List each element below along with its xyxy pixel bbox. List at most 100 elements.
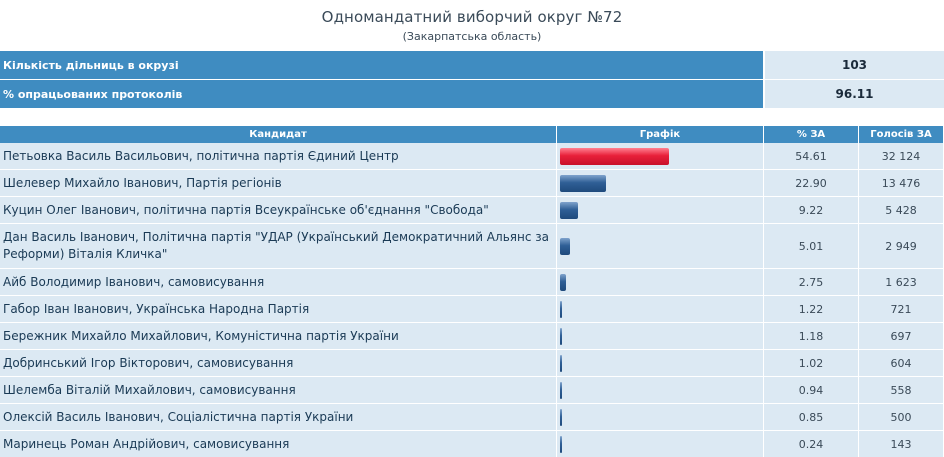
vote-bar bbox=[560, 174, 606, 192]
summary-row: Кількість дільниць в окрузі 103 bbox=[0, 51, 944, 80]
votes-cell: 697 bbox=[859, 323, 944, 350]
graph-cell bbox=[557, 143, 764, 170]
candidate-cell: Бережник Михайло Михайлович, Комуністичн… bbox=[0, 323, 557, 350]
results-header-row: Кандидат Графік % ЗА Голосів ЗА bbox=[0, 126, 944, 143]
candidate-row: Шелевер Михайло Іванович, Партія регіоні… bbox=[0, 170, 944, 197]
vote-bar bbox=[560, 381, 562, 399]
summary-value: 96.11 bbox=[763, 80, 944, 109]
percent-cell: 54.61 bbox=[764, 143, 859, 170]
candidate-party: , політична партія Єдиний Центр bbox=[188, 148, 399, 163]
candidate-row: Куцин Олег Іванович, політична партія Вс… bbox=[0, 197, 944, 224]
candidate-name: Айб Володимир Іванович bbox=[3, 274, 161, 289]
candidate-party: , Українська Народна Партія bbox=[128, 301, 310, 316]
candidate-party: , Комуністична партія України bbox=[207, 328, 399, 343]
candidate-row: Бережник Михайло Михайлович, Комуністичн… bbox=[0, 323, 944, 350]
candidate-name: Габор Іван Іванович bbox=[3, 301, 129, 316]
vote-bar bbox=[560, 201, 578, 219]
summary-value: 103 bbox=[763, 51, 944, 80]
candidate-name: Добринський Ігор Вікторович bbox=[3, 355, 190, 370]
votes-cell: 1 623 bbox=[859, 269, 944, 296]
percent-cell: 0.24 bbox=[764, 431, 859, 457]
percent-cell: 1.22 bbox=[764, 296, 859, 323]
votes-cell: 2 949 bbox=[859, 224, 944, 269]
candidate-cell: Куцин Олег Іванович, політична партія Вс… bbox=[0, 197, 557, 224]
vote-bar bbox=[560, 354, 562, 372]
votes-cell: 500 bbox=[859, 404, 944, 431]
candidate-row: Габор Іван Іванович, Українська Народна … bbox=[0, 296, 944, 323]
candidate-party: , самовисування bbox=[160, 274, 265, 289]
candidate-name: Бережник Михайло Михайлович bbox=[3, 328, 208, 343]
candidate-name: Куцин Олег Іванович bbox=[3, 202, 136, 217]
percent-cell: 0.85 bbox=[764, 404, 859, 431]
candidate-cell: Дан Василь Іванович, Політична партія "У… bbox=[0, 224, 557, 269]
summary-table: Кількість дільниць в окрузі 103% опрацьов… bbox=[0, 51, 944, 109]
page-subtitle: (Закарпатська область) bbox=[402, 30, 542, 43]
vote-bar bbox=[560, 327, 562, 345]
summary-row: % опрацьованих протоколів 96.11 bbox=[0, 80, 944, 109]
candidate-cell: Маринець Роман Андрійович, самовисування bbox=[0, 431, 557, 457]
column-header-graph: Графік bbox=[557, 126, 764, 143]
candidate-cell: Айб Володимир Іванович, самовисування bbox=[0, 269, 557, 296]
graph-cell bbox=[557, 350, 764, 377]
candidate-party: , самовисування bbox=[191, 382, 296, 397]
votes-cell: 143 bbox=[859, 431, 944, 457]
candidate-row: Маринець Роман Андрійович, самовисування… bbox=[0, 431, 944, 457]
vote-bar bbox=[560, 147, 669, 165]
candidate-party: , самовисування bbox=[189, 355, 294, 370]
votes-cell: 13 476 bbox=[859, 170, 944, 197]
candidate-row: Добринський Ігор Вікторович, самовисуван… bbox=[0, 350, 944, 377]
percent-cell: 22.90 bbox=[764, 170, 859, 197]
candidate-cell: Олексій Василь Іванович, Соціалістична п… bbox=[0, 404, 557, 431]
candidate-name: Петьовка Василь Васильович bbox=[3, 148, 189, 163]
candidate-party: , Політична партія "УДАР (Український Де… bbox=[3, 230, 549, 261]
candidate-name: Маринець Роман Андрійович bbox=[3, 436, 186, 451]
vote-bar bbox=[560, 237, 570, 255]
percent-cell: 5.01 bbox=[764, 224, 859, 269]
votes-cell: 604 bbox=[859, 350, 944, 377]
graph-cell bbox=[557, 170, 764, 197]
percent-cell: 0.94 bbox=[764, 377, 859, 404]
candidate-party: , Партія регіонів bbox=[178, 175, 282, 190]
candidate-name: Шелемба Віталій Михайлович bbox=[3, 382, 192, 397]
percent-cell: 1.02 bbox=[764, 350, 859, 377]
candidate-name: Олексій Василь Іванович bbox=[3, 409, 160, 424]
percent-cell: 2.75 bbox=[764, 269, 859, 296]
graph-cell bbox=[557, 197, 764, 224]
results-table: Кандидат Графік % ЗА Голосів ЗА Петьовка… bbox=[0, 126, 944, 457]
graph-cell bbox=[557, 323, 764, 350]
candidate-row: Айб Володимир Іванович, самовисування 2.7… bbox=[0, 269, 944, 296]
votes-cell: 5 428 bbox=[859, 197, 944, 224]
column-header-candidate: Кандидат bbox=[0, 126, 557, 143]
percent-cell: 1.18 bbox=[764, 323, 859, 350]
graph-cell bbox=[557, 224, 764, 269]
vote-bar bbox=[560, 408, 562, 426]
graph-cell bbox=[557, 296, 764, 323]
summary-label: % опрацьованих протоколів bbox=[0, 80, 763, 109]
votes-cell: 558 bbox=[859, 377, 944, 404]
candidate-cell: Добринський Ігор Вікторович, самовисуван… bbox=[0, 350, 557, 377]
votes-cell: 721 bbox=[859, 296, 944, 323]
percent-cell: 9.22 bbox=[764, 197, 859, 224]
votes-cell: 32 124 bbox=[859, 143, 944, 170]
page-title: Одномандатний виборчий округ №72 bbox=[321, 8, 623, 26]
candidate-row: Дан Василь Іванович, Політична партія "У… bbox=[0, 224, 944, 269]
candidate-party: , Соціалістична партія України bbox=[159, 409, 354, 424]
candidate-cell: Шелемба Віталій Михайлович, самовисуванн… bbox=[0, 377, 557, 404]
candidate-row: Шелемба Віталій Михайлович, самовисуванн… bbox=[0, 377, 944, 404]
candidate-row: Олексій Василь Іванович, Соціалістична п… bbox=[0, 404, 944, 431]
candidate-party: , самовисування bbox=[185, 436, 290, 451]
vote-bar bbox=[560, 300, 562, 318]
vote-bar bbox=[560, 435, 562, 453]
vote-bar bbox=[560, 273, 566, 291]
candidate-row: Петьовка Василь Васильович, політична па… bbox=[0, 143, 944, 170]
candidate-cell: Шелевер Михайло Іванович, Партія регіоні… bbox=[0, 170, 557, 197]
graph-cell bbox=[557, 431, 764, 457]
summary-label: Кількість дільниць в окрузі bbox=[0, 51, 763, 80]
graph-cell bbox=[557, 404, 764, 431]
candidate-cell: Габор Іван Іванович, Українська Народна … bbox=[0, 296, 557, 323]
candidate-party: , політична партія Всеукраїнське об'єдна… bbox=[135, 202, 489, 217]
column-header-percent: % ЗА bbox=[764, 126, 859, 143]
graph-cell bbox=[557, 269, 764, 296]
candidate-name: Шелевер Михайло Іванович bbox=[3, 175, 179, 190]
candidate-cell: Петьовка Василь Васильович, політична па… bbox=[0, 143, 557, 170]
